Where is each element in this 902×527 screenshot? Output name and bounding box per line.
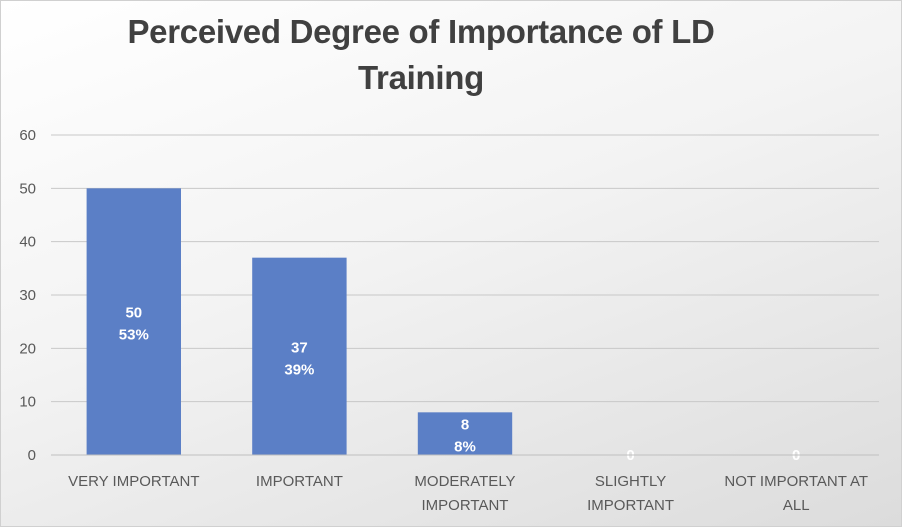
bar — [252, 257, 347, 455]
category-label: ALL — [783, 497, 810, 514]
data-label-percent: 53% — [119, 327, 149, 344]
y-tick-label: 30 — [19, 287, 36, 304]
y-tick-label: 0 — [28, 447, 36, 464]
data-label-percent: 8% — [454, 439, 476, 456]
category-label: IMPORTANT — [256, 473, 343, 490]
data-label-value: 8 — [461, 417, 469, 434]
category-label: IMPORTANT — [587, 497, 674, 514]
y-tick-label: 10 — [19, 394, 36, 411]
data-label-value: 37 — [291, 339, 308, 356]
category-label: SLIGHTLY — [595, 473, 666, 490]
y-tick-label: 40 — [19, 234, 36, 251]
bar — [417, 412, 513, 455]
category-label: IMPORTANT — [422, 497, 509, 514]
category-label: VERY IMPORTANT — [68, 473, 199, 490]
bar — [86, 188, 181, 456]
y-tick-label: 20 — [19, 340, 36, 357]
chart-title: Perceived Degree of Importance of LD Tra… — [127, 13, 715, 96]
category-label: NOT IMPORTANT AT — [724, 473, 868, 490]
data-label-value: 50 — [125, 305, 142, 322]
category-label: MODERATELY — [414, 473, 515, 490]
data-label-percent: 39% — [284, 361, 314, 378]
y-tick-label: 50 — [19, 180, 36, 197]
y-tick-label: 60 — [19, 127, 36, 144]
